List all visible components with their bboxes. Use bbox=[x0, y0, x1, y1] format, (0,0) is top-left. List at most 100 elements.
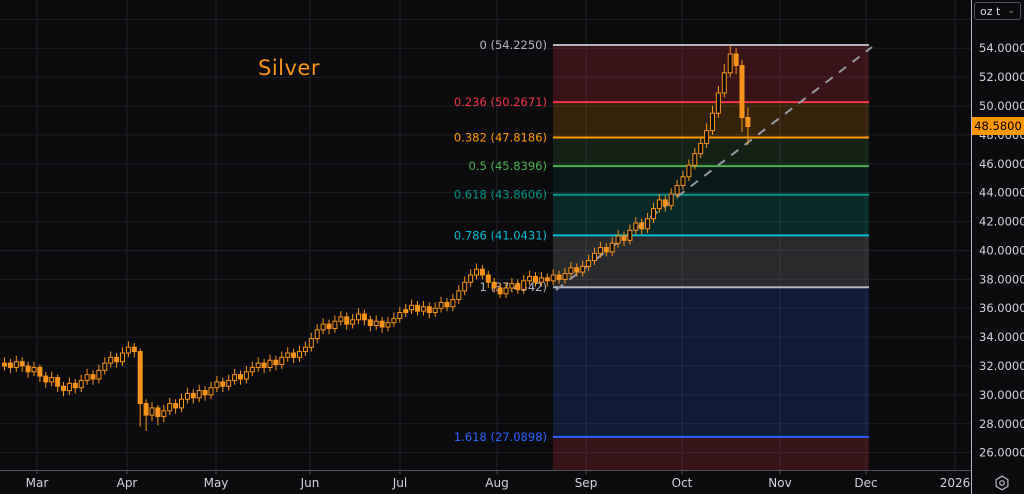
candle-body bbox=[562, 273, 568, 280]
candle-body bbox=[438, 301, 444, 309]
fib-level-label: 1.618 (27.0898) bbox=[454, 430, 547, 444]
candle-body bbox=[633, 222, 639, 231]
price-axis[interactable] bbox=[971, 0, 1024, 470]
candle-body bbox=[686, 164, 692, 178]
candle-body bbox=[491, 281, 497, 289]
last-price-badge: 48.5800 bbox=[972, 117, 1024, 135]
candle-body bbox=[586, 260, 592, 267]
candle-body bbox=[420, 306, 426, 312]
time-axis[interactable] bbox=[0, 470, 971, 494]
eye-icon[interactable] bbox=[993, 474, 1011, 492]
candle-body bbox=[184, 392, 190, 400]
candle-body bbox=[680, 176, 686, 186]
time-axis-month-label: Aug bbox=[485, 476, 508, 490]
time-axis-month-label: Oct bbox=[672, 476, 693, 490]
fib-band bbox=[553, 137, 869, 167]
candle-body bbox=[61, 385, 66, 392]
candle-body bbox=[721, 72, 727, 94]
candle-body bbox=[533, 275, 538, 283]
price-axis-label: 26.0000 bbox=[979, 446, 1024, 460]
candle-body bbox=[544, 277, 550, 282]
fib-band bbox=[553, 194, 869, 236]
candle-body bbox=[102, 362, 108, 371]
candle-body bbox=[474, 268, 479, 276]
fib-level-label: 0.5 (45.8396) bbox=[469, 159, 547, 173]
candle-body bbox=[137, 351, 143, 405]
candle-body bbox=[314, 329, 320, 340]
candle-body bbox=[367, 319, 373, 327]
candle-body bbox=[232, 374, 238, 381]
candle-body bbox=[338, 316, 344, 322]
candle-body bbox=[226, 379, 232, 387]
time-axis-month-label: May bbox=[204, 476, 229, 490]
candle-body bbox=[37, 366, 43, 377]
candle-body bbox=[456, 290, 462, 301]
candle-body bbox=[84, 374, 90, 381]
candle-body bbox=[739, 65, 745, 119]
candle-body bbox=[621, 235, 627, 241]
candle-body bbox=[173, 403, 179, 409]
fib-band bbox=[553, 287, 869, 437]
candle-body bbox=[385, 322, 391, 328]
fib-level-label: 0.236 (50.2671) bbox=[454, 95, 547, 109]
fib-retracement-tool[interactable] bbox=[553, 43, 869, 470]
candle-body bbox=[745, 117, 751, 128]
fib-level-label: 0.618 (43.8606) bbox=[454, 188, 547, 202]
unit-selector[interactable]: oz t ⌄ bbox=[974, 2, 1021, 20]
candle-body bbox=[326, 323, 332, 329]
candle-body bbox=[55, 377, 61, 387]
price-axis-label: 28.0000 bbox=[979, 417, 1024, 431]
candle-body bbox=[609, 242, 615, 253]
price-axis-labels: 54.000052.000050.000048.000046.000044.00… bbox=[979, 41, 1024, 459]
candle-body bbox=[515, 283, 521, 290]
candle-body bbox=[361, 313, 367, 321]
candle-body bbox=[550, 274, 556, 282]
fib-level-labels: 0 (54.2250) 0.236 (50.2671) 0.382 (47.8186… bbox=[454, 38, 547, 444]
candle-body bbox=[450, 299, 456, 308]
candle-body bbox=[344, 316, 350, 325]
candle-body bbox=[603, 247, 609, 253]
candle-body bbox=[72, 382, 78, 389]
candle-body bbox=[332, 320, 338, 329]
candle-body bbox=[568, 267, 574, 275]
candle-body bbox=[468, 274, 474, 283]
candle-body bbox=[527, 275, 533, 282]
candle-body bbox=[391, 317, 397, 324]
candle-body bbox=[143, 403, 149, 416]
price-axis-label: 38.0000 bbox=[979, 272, 1024, 286]
candle-body bbox=[639, 222, 645, 230]
chart-title: Silver bbox=[258, 56, 320, 80]
candle-body bbox=[155, 407, 161, 418]
candle-body bbox=[114, 356, 120, 363]
fib-band bbox=[553, 44, 869, 103]
candle-body bbox=[66, 382, 72, 392]
candle-body bbox=[78, 379, 84, 389]
candle-body bbox=[285, 352, 291, 358]
candle-body bbox=[715, 92, 721, 114]
candle-body bbox=[704, 130, 710, 145]
candle-body bbox=[403, 309, 409, 314]
candle-body bbox=[409, 304, 415, 311]
fib-band bbox=[553, 436, 869, 470]
candle-body bbox=[273, 359, 279, 366]
unit-label: oz t bbox=[980, 4, 1001, 18]
candle-body bbox=[479, 268, 485, 276]
fib-band bbox=[553, 235, 869, 288]
candle-body bbox=[149, 407, 155, 416]
price-axis-label: 46.0000 bbox=[979, 157, 1024, 171]
candle-body bbox=[43, 375, 49, 383]
candle-body bbox=[25, 365, 31, 373]
candle-body bbox=[255, 362, 261, 368]
candle-body bbox=[291, 352, 297, 358]
candle-body bbox=[167, 403, 173, 412]
candle-body bbox=[125, 346, 131, 354]
time-axis-month-label: Mar bbox=[26, 476, 49, 490]
price-axis-label: 32.0000 bbox=[979, 359, 1024, 373]
candle-body bbox=[208, 387, 214, 396]
fib-level-label: 0.786 (41.0431) bbox=[454, 228, 547, 242]
candle-body bbox=[243, 371, 249, 380]
candle-body bbox=[108, 356, 114, 364]
candle-body bbox=[350, 319, 356, 325]
